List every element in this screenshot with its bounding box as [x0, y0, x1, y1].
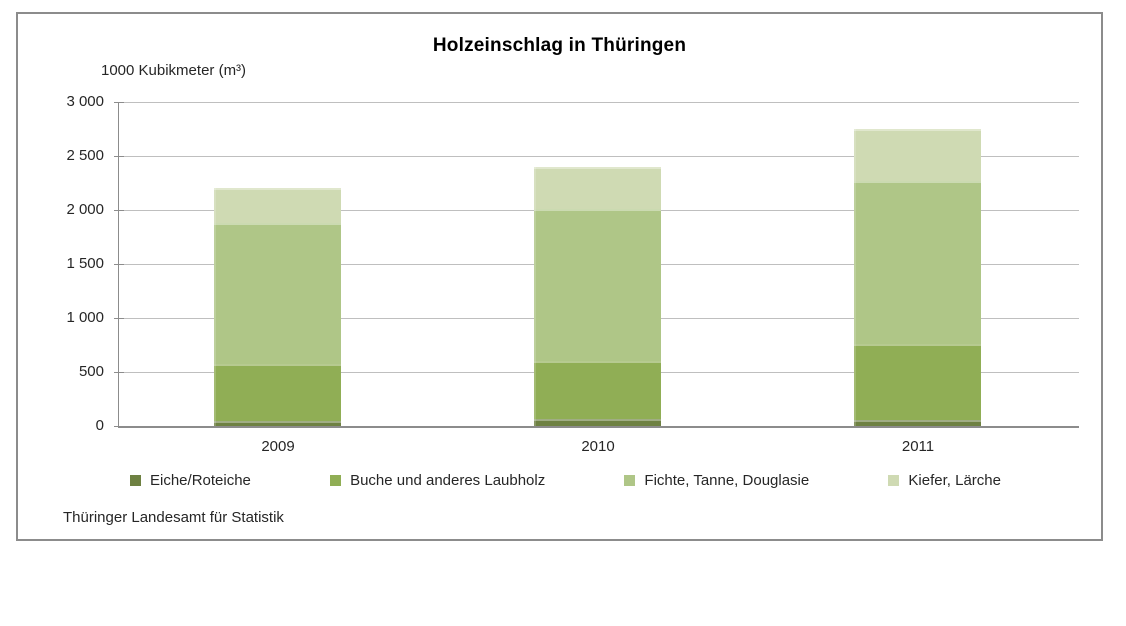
bar-slot-2010 [438, 102, 758, 426]
legend-label: Fichte, Tanne, Douglasie [644, 472, 810, 489]
source-note: Thüringer Landesamt für Statistik [63, 509, 284, 526]
y-tick-label-2500: 2 500 [66, 147, 104, 164]
segment-2011-buche-und-anderes-laubholz [854, 343, 981, 420]
chart-container: Holzeinschlag in Thüringen 1000 Kubikmet… [16, 12, 1103, 541]
y-tick-label-1000: 1 000 [66, 309, 104, 326]
y-tick-1000 [114, 318, 124, 319]
legend: Eiche/Roteiche Buche und anderes Laubholz… [130, 472, 1001, 489]
bars-layer [118, 102, 1078, 426]
gridline-3000 [119, 102, 1079, 103]
legend-item-fichte-tanne-douglasie: Fichte, Tanne, Douglasie [624, 472, 809, 489]
segment-2009-kiefer-lärche [214, 188, 341, 223]
y-tick-label-2000: 2 000 [66, 201, 104, 218]
bar-slot-2009 [118, 102, 438, 426]
y-tick-2500 [114, 156, 124, 157]
stacked-bar-2009 [214, 188, 341, 426]
y-tick-0 [114, 426, 124, 427]
segment-2011-kiefer-lärche [854, 129, 981, 181]
segment-2010-buche-und-anderes-laubholz [534, 361, 661, 419]
y-tick-1500 [114, 264, 124, 265]
segment-2009-fichte-tanne-douglasie [214, 222, 341, 364]
gridline-2500 [119, 156, 1079, 157]
legend-swatch-icon [888, 475, 900, 486]
x-label-2009: 2009 [261, 438, 295, 455]
x-label-2011: 2011 [901, 438, 935, 455]
legend-label: Buche und anderes Laubholz [350, 472, 546, 489]
segment-2009-buche-und-anderes-laubholz [214, 363, 341, 421]
y-tick-3000 [114, 102, 124, 103]
legend-swatch-icon [624, 475, 636, 486]
legend-swatch-icon [330, 475, 342, 486]
chart-title: Holzeinschlag in Thüringen [432, 35, 687, 56]
legend-item-kiefer-lärche: Kiefer, Lärche [888, 472, 1001, 489]
segment-2009-eiche-roteiche [214, 420, 341, 426]
x-axis-labels: 2009 2010 2011 [118, 438, 1078, 458]
y-axis-title: 1000 Kubikmeter (m³) [101, 62, 247, 79]
segment-2011-fichte-tanne-douglasie [854, 180, 981, 344]
bar-slot-2011 [758, 102, 1078, 426]
x-label-2010: 2010 [581, 438, 615, 455]
stacked-bar-2010 [534, 166, 661, 426]
legend-item-buche-und-anderes-laubholz: Buche und anderes Laubholz [330, 472, 545, 489]
legend-label: Eiche/Roteiche [150, 472, 251, 489]
y-tick-500 [114, 372, 124, 373]
segment-2011-eiche-roteiche [854, 419, 981, 426]
legend-label: Kiefer, Lärche [908, 472, 1001, 489]
stacked-bar-2011 [854, 129, 981, 426]
segment-2010-eiche-roteiche [534, 418, 661, 426]
segment-2010-kiefer-lärche [534, 166, 661, 209]
y-tick-label-1500: 1 500 [66, 255, 104, 272]
y-tick-label-500: 500 [78, 363, 104, 380]
legend-swatch-icon [130, 475, 141, 486]
y-tick-label-3000: 3 000 [66, 93, 104, 110]
segment-2010-fichte-tanne-douglasie [534, 208, 661, 362]
y-tick-2000 [114, 210, 124, 211]
legend-item-eiche-roteiche: Eiche/Roteiche [130, 472, 251, 489]
y-tick-label-0: 0 [95, 417, 104, 434]
